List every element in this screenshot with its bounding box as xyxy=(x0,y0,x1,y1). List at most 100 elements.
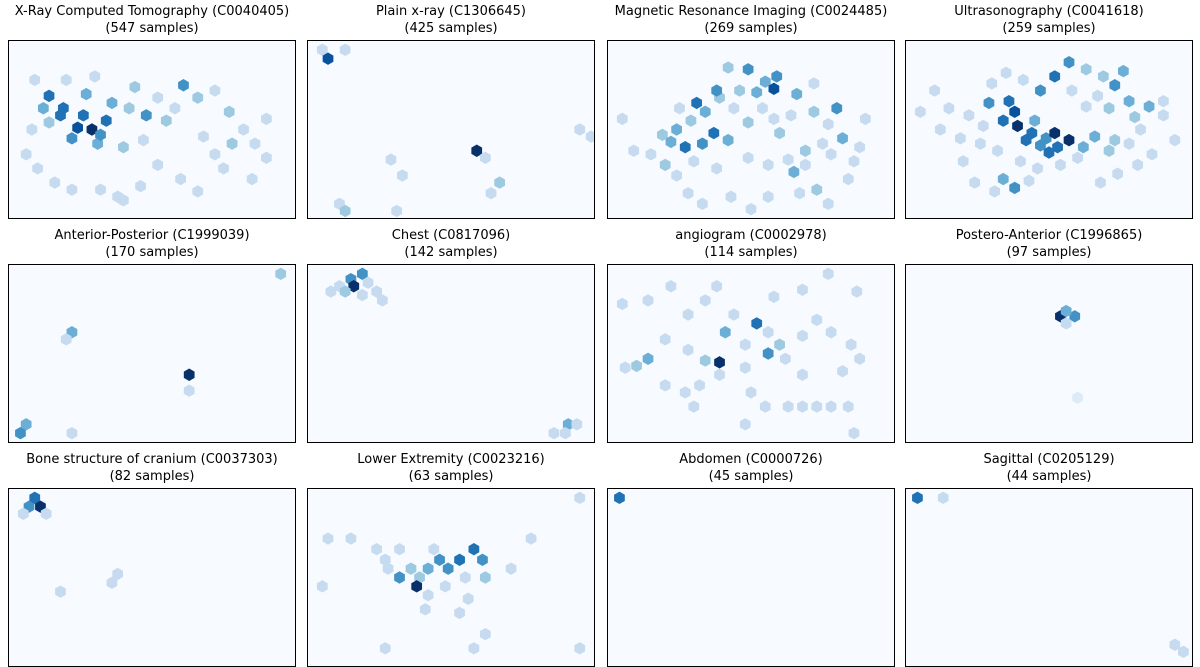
plot-area xyxy=(905,488,1193,667)
panel-title: angiogram (C0002978) xyxy=(675,228,827,243)
hex-bin xyxy=(1063,56,1075,69)
hex-bin xyxy=(742,116,754,129)
hex-bin xyxy=(135,179,146,193)
hex-bin xyxy=(160,114,172,127)
hex-bin xyxy=(129,80,141,94)
hex-bin xyxy=(49,176,61,189)
panel-title: Bone structure of cranium (C0037303) xyxy=(26,452,278,467)
hex-bin xyxy=(1095,176,1106,189)
hex-bin xyxy=(20,148,32,161)
hex-bin xyxy=(468,542,480,556)
hex-bin xyxy=(714,368,725,381)
hex-bin xyxy=(29,491,41,505)
panel-sample-count: (63 samples) xyxy=(408,469,494,484)
plot-area xyxy=(307,40,595,219)
hex-bin xyxy=(1123,137,1135,150)
hex-bin xyxy=(725,190,737,203)
hex-bin xyxy=(43,116,55,129)
hex-bin xyxy=(15,426,26,440)
hex-bin xyxy=(688,400,700,413)
hex-bin xyxy=(468,642,480,655)
hex-bin xyxy=(246,172,258,186)
hexbin-panel: Chest (C0817096) (142 samples) xyxy=(307,224,595,443)
hex-bin xyxy=(477,553,488,566)
hex-bin xyxy=(842,172,854,186)
hex-bin xyxy=(851,285,863,298)
hex-bin xyxy=(742,63,754,76)
hex-bin xyxy=(1072,151,1083,165)
panel-sample-count: (44 samples) xyxy=(1006,469,1092,484)
hex-bin xyxy=(17,507,29,520)
panel-title: Chest (C0817096) xyxy=(391,228,511,243)
plot-area xyxy=(607,40,895,219)
hex-bin xyxy=(1060,317,1072,330)
hex-bin xyxy=(178,79,189,92)
hex-bin xyxy=(694,379,705,392)
hex-bin xyxy=(757,102,768,115)
hex-bin xyxy=(682,308,694,321)
hex-bin xyxy=(1146,148,1158,161)
hex-bin xyxy=(1129,110,1141,124)
hexbin-panel: Sagittal (C0205129) (44 samples) xyxy=(905,448,1193,667)
hex-bin xyxy=(969,176,981,189)
hex-bin xyxy=(316,580,328,593)
hex-bin xyxy=(1063,133,1075,147)
hex-bin xyxy=(80,87,92,101)
hex-bin xyxy=(397,169,408,182)
panel-title: Ultrasonography (C0041618) xyxy=(954,4,1144,19)
hex-bin xyxy=(55,585,66,598)
hex-bin xyxy=(739,338,751,351)
hex-bin xyxy=(659,158,671,172)
hex-bin xyxy=(571,418,583,431)
hex-bin xyxy=(974,137,986,150)
hex-bin xyxy=(60,333,72,346)
hex-bin xyxy=(123,102,135,115)
hex-bin xyxy=(1103,102,1115,115)
hex-bin xyxy=(762,190,774,203)
panel-sample-count: (547 samples) xyxy=(105,21,199,36)
hex-bin xyxy=(799,158,811,172)
hex-bin xyxy=(118,141,129,154)
hex-bin xyxy=(794,187,805,200)
hex-bin xyxy=(1049,70,1061,83)
hex-bin xyxy=(138,133,149,147)
hex-bin xyxy=(1169,133,1181,147)
hex-bin xyxy=(997,114,1009,127)
hex-bin xyxy=(391,204,403,218)
hexbin-svg xyxy=(614,491,625,505)
hex-bin xyxy=(95,183,106,196)
hex-bin xyxy=(339,43,351,57)
hex-bin xyxy=(29,73,41,87)
hex-bin xyxy=(183,384,195,397)
hex-bin xyxy=(665,135,677,149)
hex-bin xyxy=(768,290,780,304)
hex-bin xyxy=(238,123,249,136)
hex-bin xyxy=(112,567,124,581)
hex-bin xyxy=(322,532,334,545)
hex-bin xyxy=(797,283,808,296)
hex-bin xyxy=(734,84,745,97)
hex-bin xyxy=(1009,181,1021,195)
hex-bin xyxy=(60,73,72,87)
hex-bin xyxy=(560,426,571,440)
hex-bin xyxy=(322,52,334,65)
plot-area xyxy=(307,488,595,667)
hex-bin xyxy=(1003,94,1015,108)
hex-bin xyxy=(379,642,391,655)
hexbin-svg xyxy=(316,43,594,218)
panel-title: Abdomen (C0000726) xyxy=(679,452,823,467)
panel-title: Lower Extremity (C0023216) xyxy=(357,452,545,467)
hex-bin xyxy=(1023,174,1035,188)
hex-bin xyxy=(711,84,723,97)
hexbin-svg xyxy=(325,267,583,440)
hex-bin xyxy=(659,333,671,346)
hexbin-panel: Plain x-ray (C1306645) (425 samples) xyxy=(307,0,595,219)
hex-bin xyxy=(628,144,640,157)
panel-sample-count: (170 samples) xyxy=(105,245,199,260)
hex-bin xyxy=(548,426,560,440)
hex-bin xyxy=(685,114,697,127)
hex-bin xyxy=(1103,144,1115,157)
hex-bin xyxy=(914,105,926,118)
hex-bin xyxy=(66,183,78,196)
hex-bin xyxy=(791,87,803,101)
